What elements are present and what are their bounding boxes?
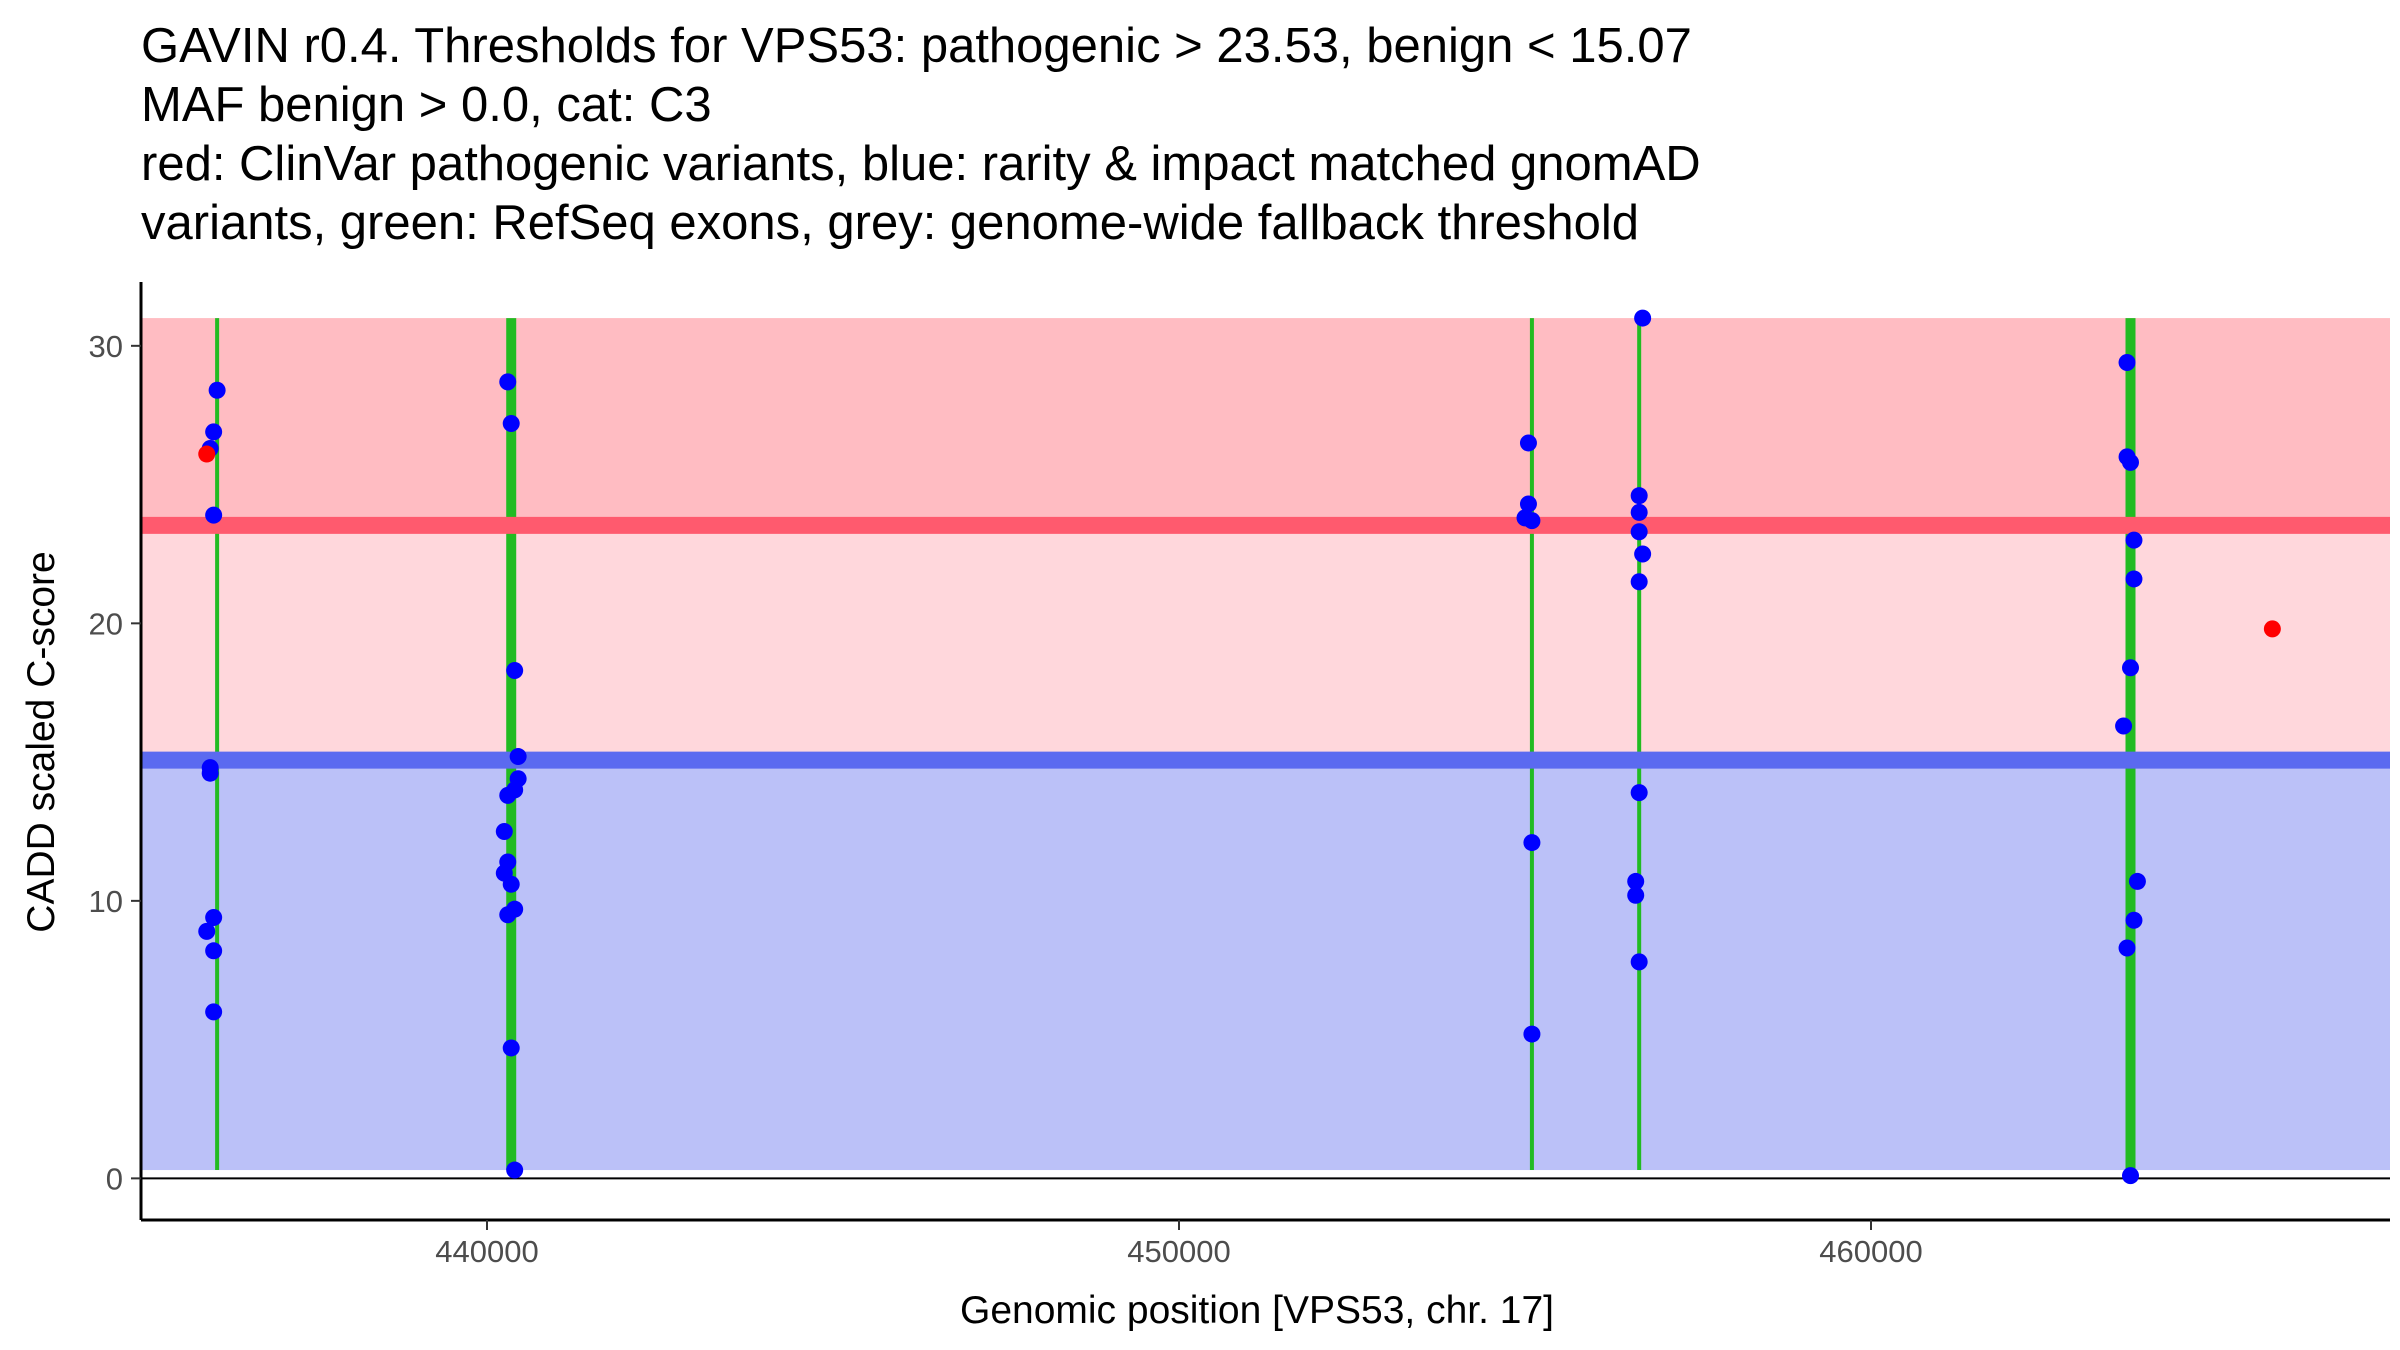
gnomad-point-3 xyxy=(208,381,226,399)
title-line-1: GAVIN r0.4. Thresholds for VPS53: pathog… xyxy=(141,19,1692,73)
gnomad-point-13 xyxy=(506,662,524,680)
gnomad-point-34 xyxy=(1630,503,1648,521)
x-tick-label-3: 460000 xyxy=(1819,1234,1922,1269)
title-line-3: red: ClinVar pathogenic variants, blue: … xyxy=(141,137,1701,191)
gnomad-point-2 xyxy=(205,423,223,441)
gnomad-point-39 xyxy=(1627,872,1645,890)
gnomad-point-4 xyxy=(205,506,223,524)
x-axis-title: Genomic position [VPS53, chr. 17] xyxy=(960,1289,1554,1332)
threshold-bands xyxy=(141,318,2390,1171)
gnomad-point-23 xyxy=(499,906,517,924)
clinvar-point-2 xyxy=(2263,620,2281,638)
gnomad-point-17 xyxy=(499,786,517,804)
clinvar-point-1 xyxy=(198,445,216,463)
gnomad-point-30 xyxy=(1523,834,1541,852)
gnomad-point-44 xyxy=(2122,453,2139,471)
benign-zone xyxy=(141,760,2390,1171)
gnomad-point-47 xyxy=(2122,659,2139,677)
gnomad-point-51 xyxy=(2118,939,2136,957)
gnomad-point-9 xyxy=(205,942,223,960)
gnomad-point-7 xyxy=(205,909,223,927)
gnomad-point-18 xyxy=(495,822,513,840)
title-line-4: variants, green: RefSeq exons, grey: gen… xyxy=(141,196,1639,250)
gnomad-point-10 xyxy=(205,1003,223,1021)
gnomad-point-31 xyxy=(1523,1025,1541,1043)
y-tick-label-2: 10 xyxy=(89,884,123,919)
title-line-2: MAF benign > 0.0, cat: C3 xyxy=(141,78,712,132)
intermediate-zone xyxy=(141,525,2390,761)
y-tick-label-4: 30 xyxy=(89,329,123,364)
gnomad-point-27 xyxy=(1519,495,1537,513)
gnomad-point-14 xyxy=(509,748,527,766)
gnomad-point-42 xyxy=(2118,353,2136,371)
gnomad-point-12 xyxy=(502,415,520,433)
gnomad-point-24 xyxy=(502,1039,520,1057)
gnomad-point-29 xyxy=(1523,512,1541,530)
gnomad-point-50 xyxy=(2125,911,2143,929)
y-axis-ticks: 0 10 20 30 xyxy=(89,329,141,1196)
y-tick-label-3: 20 xyxy=(89,606,123,641)
gnomad-point-35 xyxy=(1630,523,1648,541)
gnomad-point-45 xyxy=(2125,531,2143,549)
x-axis-ticks: 440000 450000 460000 xyxy=(435,1220,1923,1269)
gnomad-point-40 xyxy=(1627,886,1645,904)
gnomad-point-33 xyxy=(1630,487,1648,505)
gnomad-point-48 xyxy=(2115,717,2133,735)
variant-points xyxy=(198,309,2281,1185)
gnomad-point-25 xyxy=(506,1161,524,1179)
gnomad-point-21 xyxy=(502,875,520,893)
gnomad-point-41 xyxy=(1630,953,1648,971)
gnomad-point-8 xyxy=(198,922,216,940)
gnomad-point-6 xyxy=(201,764,219,782)
x-tick-label-1: 440000 xyxy=(435,1234,538,1269)
x-tick-label-2: 450000 xyxy=(1127,1234,1230,1269)
gnomad-point-36 xyxy=(1634,545,1652,563)
gnomad-point-26 xyxy=(1519,434,1537,452)
gnomad-point-52 xyxy=(2122,1167,2139,1185)
gnomad-point-38 xyxy=(1630,784,1648,802)
gnomad-point-32 xyxy=(1634,309,1652,327)
gnomad-point-49 xyxy=(2128,872,2146,890)
y-tick-label-1: 0 xyxy=(106,1161,123,1196)
chart-title: GAVIN r0.4. Thresholds for VPS53: pathog… xyxy=(141,19,1701,250)
pathogenic-zone xyxy=(141,318,2390,526)
gnomad-point-11 xyxy=(499,373,517,391)
gnomad-point-37 xyxy=(1630,573,1648,591)
axes xyxy=(139,282,2390,1222)
y-axis-title: CADD scaled C-score xyxy=(20,551,63,932)
gnomad-point-46 xyxy=(2125,570,2143,588)
